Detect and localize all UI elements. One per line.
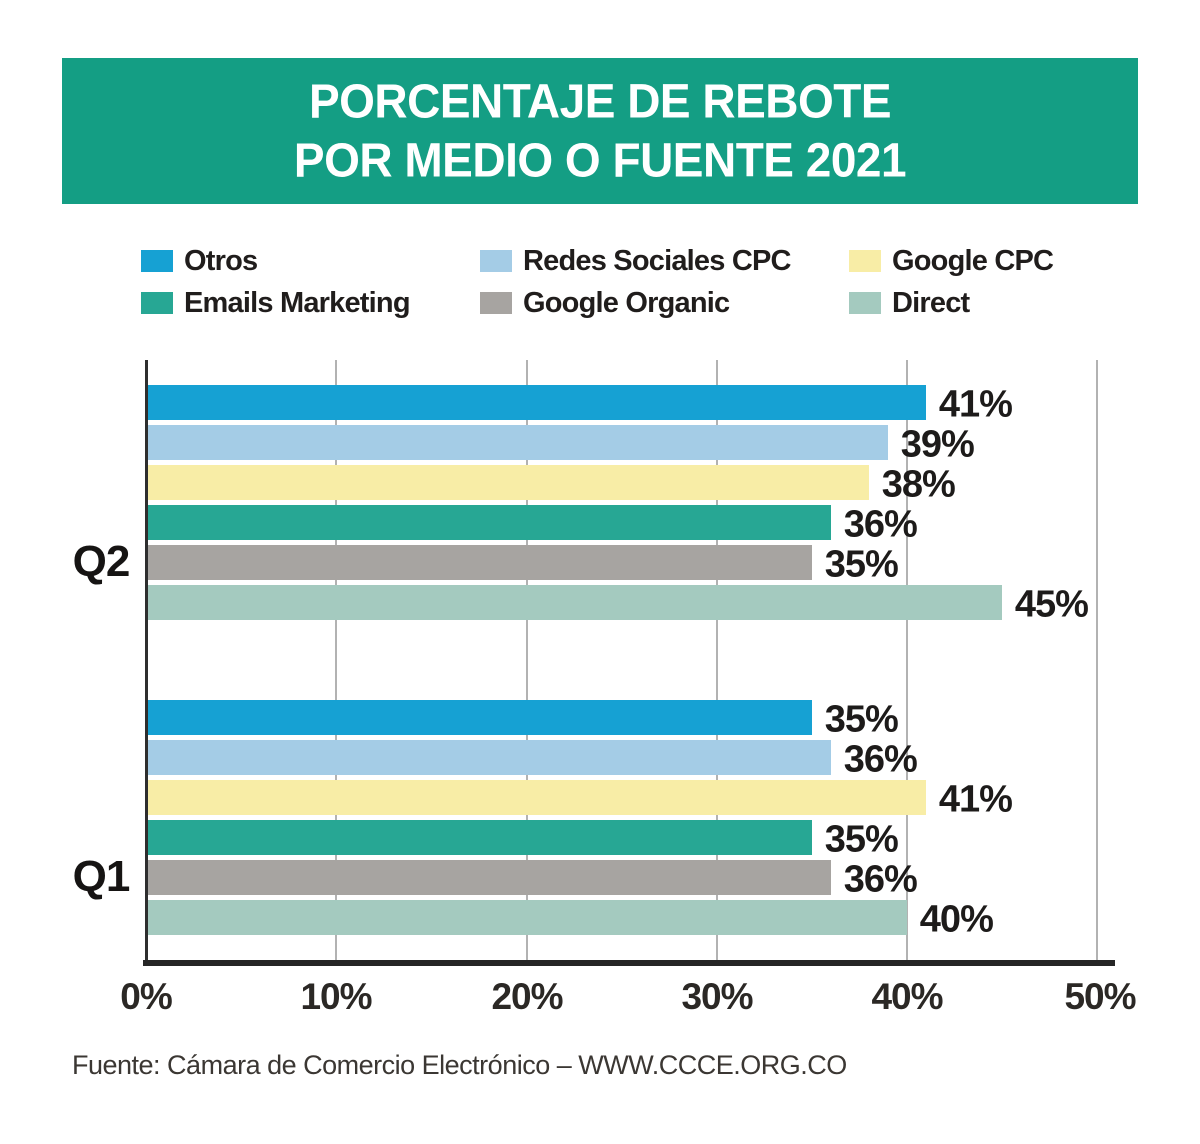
legend-item-otros: Otros [141, 244, 480, 278]
legend-label: Google Organic [523, 286, 730, 319]
bar-q1-google-organic [146, 860, 831, 895]
legend-item-google-organic: Google Organic [480, 286, 849, 320]
bar-q2-google-organic [146, 545, 812, 580]
legend-column-1: Otros Emails Marketing [141, 244, 480, 328]
legend-swatch-emails-marketing [141, 292, 173, 314]
gridline-20pct [526, 360, 528, 960]
x-tick-0: 0% [120, 976, 172, 1017]
bar-q2-google-cpc [146, 465, 869, 500]
legend-item-direct: Direct [849, 286, 1053, 320]
page-title-line-1: PORCENTAJE DE REBOTE [308, 74, 892, 129]
x-tick-30: 30% [681, 976, 753, 1017]
legend-label: Direct [892, 286, 970, 319]
x-axis-line [143, 960, 1115, 966]
bar-q1-direct [146, 900, 907, 935]
value-label-q2-google-cpc: 38% [881, 463, 956, 505]
legend-item-google-cpc: Google CPC [849, 244, 1054, 278]
gridline-50pct [1096, 360, 1098, 960]
x-tick-10: 10% [300, 976, 372, 1017]
legend-label: Redes Sociales CPC [523, 244, 791, 277]
x-tick-50: 50% [1064, 976, 1136, 1017]
gridline-30pct [716, 360, 718, 960]
bar-q1-google-cpc [146, 780, 926, 815]
bar-q1-redes-sociales-cpc [146, 740, 831, 775]
value-label-q1-emails-marketing: 35% [824, 818, 899, 860]
value-label-q2-redes-sociales-cpc: 39% [900, 423, 975, 465]
legend-swatch-google-cpc [849, 250, 881, 272]
bar-q1-otros [146, 700, 812, 735]
legend-swatch-redes-sociales-cpc [480, 250, 512, 272]
value-label-q1-redes-sociales-cpc: 36% [843, 738, 918, 780]
bar-q2-otros [146, 385, 926, 420]
x-tick-20: 20% [491, 976, 563, 1017]
legend-column-2: Redes Sociales CPC Google Organic [480, 244, 849, 328]
y-axis-line [145, 360, 148, 960]
legend-swatch-google-organic [480, 292, 512, 314]
legend-swatch-direct [849, 292, 881, 314]
value-label-q1-google-organic: 36% [843, 858, 918, 900]
value-label-q2-direct: 45% [1014, 583, 1089, 625]
gridline-40pct [906, 360, 908, 960]
value-label-q1-google-cpc: 41% [938, 778, 1013, 820]
value-label-q2-emails-marketing: 36% [843, 503, 918, 545]
value-label-q1-otros: 35% [824, 698, 899, 740]
legend-column-3: Google CPC Direct [849, 244, 1054, 328]
bar-q2-redes-sociales-cpc [146, 425, 888, 460]
legend-label: Emails Marketing [184, 286, 411, 319]
legend-swatch-otros [141, 250, 173, 272]
x-tick-40: 40% [871, 976, 943, 1017]
page-title-line-2: POR MEDIO O FUENTE 2021 [293, 132, 907, 188]
legend-label: Google CPC [892, 244, 1054, 277]
legend-label: Otros [184, 244, 258, 277]
source-attribution: Fuente: Cámara de Comercio Electrónico –… [72, 1050, 847, 1080]
bar-q2-direct [146, 585, 1002, 620]
legend-item-redes-sociales-cpc: Redes Sociales CPC [480, 244, 849, 278]
category-label-q1: Q1 [72, 852, 131, 901]
bar-q2-emails-marketing [146, 505, 831, 540]
category-label-q2: Q2 [72, 537, 131, 586]
title-banner: PORCENTAJE DE REBOTE POR MEDIO O FUENTE … [62, 58, 1138, 204]
value-label-q2-otros: 41% [938, 383, 1013, 425]
bar-q1-emails-marketing [146, 820, 812, 855]
gridline-10pct [335, 360, 337, 960]
value-label-q2-google-organic: 35% [824, 543, 899, 585]
chart-legend: Otros Emails Marketing Redes Sociales CP… [141, 244, 1054, 328]
legend-item-emails-marketing: Emails Marketing [141, 286, 480, 320]
value-label-q1-direct: 40% [919, 898, 994, 940]
